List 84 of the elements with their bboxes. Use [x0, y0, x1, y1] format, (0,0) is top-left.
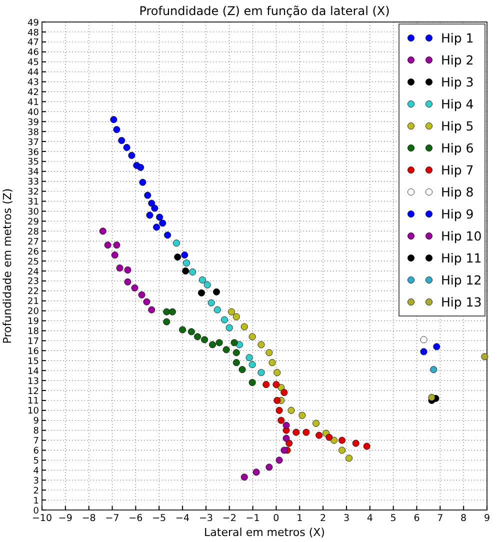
y-tick-label: 2: [33, 486, 39, 496]
y-tick-label: 31: [28, 198, 39, 208]
y-tick-label: 20: [28, 307, 40, 318]
x-tick-label: 3: [343, 513, 350, 524]
x-tick-label: −2: [222, 513, 236, 524]
y-tick-label: 26: [28, 247, 40, 258]
y-tick-label: 3: [33, 476, 39, 486]
x-tick-label: 7: [437, 513, 444, 524]
x-tick-label: −8: [82, 513, 96, 524]
y-tick-label: 36: [28, 148, 40, 158]
x-tick-label: 9: [484, 513, 490, 524]
legend-label: Hip 9: [441, 206, 474, 222]
y-tick-label: 9: [33, 416, 40, 427]
x-tick-label: 5: [390, 513, 396, 524]
chart-title: Profundidade (Z) em função da lateral (X): [139, 4, 390, 18]
y-tick-label: 48: [28, 28, 40, 38]
legend-label: Hip 8: [441, 184, 474, 200]
y-axis-title: Profundidade em metros (Z): [1, 188, 14, 344]
x-tick-label: −5: [152, 513, 166, 524]
y-tick-label: 5: [33, 456, 39, 467]
legend-label: Hip 1: [441, 30, 474, 46]
y-tick-label: 25: [28, 257, 39, 268]
y-tick-label: 46: [28, 48, 40, 58]
legend-label: Hip 6: [441, 140, 474, 156]
x-tick-label: −1: [246, 513, 260, 524]
y-tick-label: 19: [28, 317, 40, 328]
y-tick-label: 43: [28, 78, 39, 88]
y-tick-label: 32: [28, 188, 39, 198]
y-tick-label: 37: [28, 138, 39, 148]
y-tick-label: 21: [28, 297, 39, 308]
legend-label: Hip 13: [441, 294, 482, 310]
legend-label: Hip 3: [441, 74, 474, 90]
y-tick-label: 12: [28, 386, 39, 397]
y-tick-label: 4: [33, 466, 40, 476]
y-tick-label: 11: [28, 396, 39, 407]
y-tick-label: 7: [33, 436, 39, 447]
y-tick-label: 40: [28, 108, 40, 118]
x-tick-label: 4: [366, 513, 373, 524]
y-tick-label: 17: [28, 336, 39, 347]
y-tick-label: 23: [28, 277, 39, 288]
y-tick-label: 45: [28, 58, 39, 68]
x-tick-label: 2: [320, 513, 326, 524]
y-tick-label: 15: [28, 356, 39, 367]
y-tick-label: 35: [28, 158, 39, 168]
y-tick-label: 49: [28, 18, 40, 28]
y-tick-label: 6: [33, 446, 40, 457]
legend-label: Hip 7: [441, 162, 474, 178]
y-tick-label: 22: [28, 287, 39, 298]
y-tick-label: 44: [28, 68, 40, 78]
x-tick-label: 0: [273, 513, 280, 524]
legend-label: Hip 10: [441, 228, 482, 244]
y-tick-label: 14: [28, 366, 40, 377]
y-tick-label: 33: [28, 178, 39, 188]
x-tick-label: 8: [460, 513, 467, 524]
x-tick-label: −7: [105, 513, 120, 524]
y-tick-label: 24: [28, 267, 40, 278]
x-tick-label: −3: [198, 513, 213, 524]
x-axis-title: Lateral em metros (X): [204, 526, 325, 539]
x-tick-label: −9: [58, 513, 72, 524]
y-tick-label: 18: [28, 327, 40, 338]
y-tick-label: 8: [33, 426, 40, 437]
y-tick-label: 27: [28, 237, 39, 248]
x-tick-label: −6: [128, 513, 143, 524]
y-tick-label: 30: [28, 208, 40, 218]
legend-label: Hip 5: [441, 118, 474, 134]
y-tick-label: 42: [28, 88, 39, 98]
y-tick-label: 29: [28, 217, 40, 228]
y-tick-label: 13: [28, 376, 39, 387]
legend-label: Hip 2: [441, 52, 474, 68]
x-tick-label: 1: [296, 513, 303, 524]
x-tick-label: −4: [176, 513, 190, 524]
y-tick-label: 41: [28, 98, 39, 108]
y-tick-label: 28: [28, 227, 40, 238]
legend-label: Hip 4: [441, 96, 474, 112]
legend-label: Hip 11: [441, 250, 482, 266]
y-tick-label: 10: [28, 406, 40, 417]
y-tick-label: 39: [28, 118, 40, 128]
legend-label: Hip 12: [441, 272, 482, 288]
y-tick-label: 47: [28, 38, 39, 48]
y-tick-label: 34: [28, 168, 40, 178]
y-tick-label: 38: [28, 128, 40, 138]
y-tick-label: 16: [28, 346, 40, 357]
y-tick-label: 1: [33, 496, 39, 506]
x-tick-label: 6: [414, 513, 420, 524]
